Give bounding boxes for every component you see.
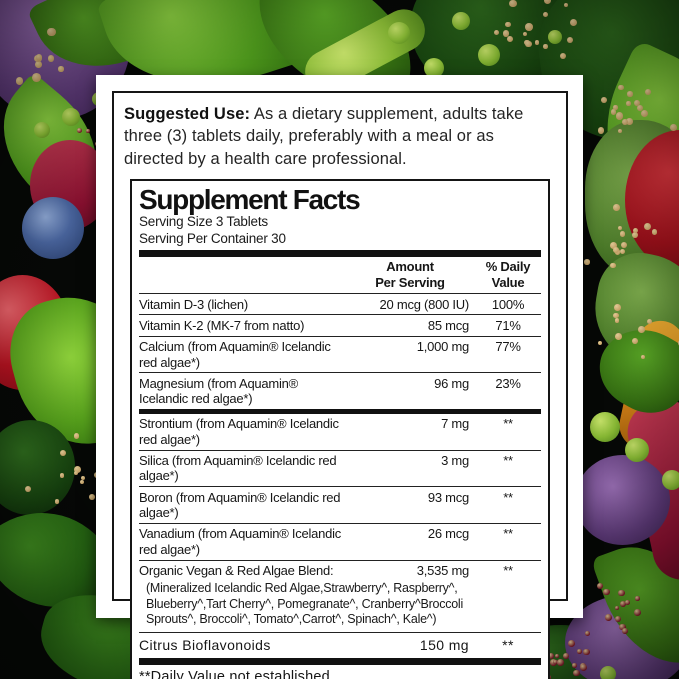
thin-divider bbox=[139, 314, 541, 316]
nutrient-daily-value: ** bbox=[502, 637, 514, 654]
thin-divider bbox=[139, 449, 541, 451]
nutrient-amount: 26 mcg bbox=[427, 526, 469, 542]
nutrient-row-calcium: Calcium (from Aquamin® Icelandic red alg… bbox=[139, 337, 541, 373]
nutrient-daily-value: 100% bbox=[491, 296, 525, 312]
nutrient-row-strontium: Strontium (from Aquamin® Icelandic red a… bbox=[139, 414, 541, 450]
nutrient-daily-value: ** bbox=[503, 453, 513, 469]
nutrient-name: Vitamin D-3 (lichen) bbox=[139, 296, 248, 312]
nutrient-row-vitamin-d3: Vitamin D-3 (lichen) 20 mcg (800 IU) 100… bbox=[139, 294, 541, 314]
nutrient-amount: 20 mcg (800 IU) bbox=[379, 296, 470, 312]
column-header-daily-value: % Daily Value bbox=[475, 259, 541, 290]
nutrient-name: Strontium (from Aquamin® Icelandic red a… bbox=[139, 416, 339, 447]
nutrient-name: Calcium (from Aquamin® Icelandic red alg… bbox=[139, 339, 331, 370]
nutrient-amount: 96 mg bbox=[434, 375, 469, 391]
label-border-box: Suggested Use: As a dietary supplement, … bbox=[112, 91, 568, 679]
nutrient-daily-value: 77% bbox=[495, 339, 521, 355]
supplement-facts-title: Supplement Facts bbox=[139, 184, 361, 216]
suggested-use-text: As a dietary supplement, adults take thr… bbox=[124, 105, 524, 168]
nutrient-amount: 3 mg bbox=[441, 453, 469, 469]
nutrient-amount: 3,535 mg bbox=[416, 563, 469, 579]
suggested-use-label: Suggested Use: bbox=[124, 105, 251, 123]
supplement-facts-panel: Supplement Facts Serving Size 3 Tablets … bbox=[130, 179, 550, 679]
nutrient-row-citrus-bioflavonoids: Citrus Bioflavonoids 150 mg ** bbox=[139, 633, 541, 658]
nutrient-row-vanadium: Vanadium (from Aquamin® Icelandic red al… bbox=[139, 524, 541, 560]
nutrient-amount: 7 mg bbox=[441, 416, 469, 432]
serving-size: Serving Size 3 Tablets bbox=[139, 214, 268, 230]
thin-divider bbox=[139, 293, 541, 295]
blend-ingredients-line: (Mineralized Icelandic Red Algae,Strawbe… bbox=[146, 580, 458, 595]
amount-header-line1: Amount bbox=[386, 259, 434, 275]
nutrient-amount: 85 mcg bbox=[427, 317, 469, 333]
thick-divider bbox=[139, 250, 541, 258]
servings-per-container: Serving Per Container 30 bbox=[139, 230, 286, 246]
medium-divider bbox=[139, 408, 541, 414]
thin-divider bbox=[139, 372, 541, 374]
thin-divider bbox=[139, 632, 541, 634]
nutrient-row-boron: Boron (from Aquamin® Icelandic red algae… bbox=[139, 487, 541, 523]
nutrient-row-vitamin-k2: Vitamin K-2 (MK-7 from natto) 85 mcg 71% bbox=[139, 315, 541, 335]
nutrient-name: Silica (from Aquamin® Icelandic red alga… bbox=[139, 453, 337, 484]
thin-divider bbox=[139, 486, 541, 488]
label-card: Suggested Use: As a dietary supplement, … bbox=[96, 75, 583, 679]
blend-ingredients-line: Blueberry^,Tart Cherry^, Pomegranate^, C… bbox=[146, 596, 463, 611]
nutrient-row-algae-blend: Organic Vegan & Red Algae Blend: 3,535 m… bbox=[139, 561, 541, 581]
blend-ingredients-line: Sprouts^, Broccoli^, Tomato^,Carrot^, Sp… bbox=[146, 612, 437, 627]
nutrient-name: Boron (from Aquamin® Icelandic red algae… bbox=[139, 489, 341, 521]
nutrient-amount: 93 mcg bbox=[427, 489, 469, 505]
amount-header-line2: Per Serving bbox=[375, 274, 445, 290]
nutrient-name: Organic Vegan & Red Algae Blend: bbox=[139, 563, 334, 579]
column-header-row: Amount Per Serving % Daily Value bbox=[139, 257, 541, 293]
nutrient-amount: 1,000 mg bbox=[416, 339, 469, 355]
nutrient-row-magnesium: Magnesium (from Aquamin® Icelandic red a… bbox=[139, 373, 541, 409]
nutrient-name: Vitamin K-2 (MK-7 from natto) bbox=[139, 317, 305, 333]
daily-value-footnote: **Daily Value not established bbox=[139, 668, 330, 679]
nutrient-daily-value: ** bbox=[503, 526, 513, 542]
nutrient-name: Magnesium (from Aquamin® Icelandic red a… bbox=[139, 375, 298, 407]
dv-header-line2: Value bbox=[491, 274, 525, 290]
nutrient-name: Vanadium (from Aquamin® Icelandic red al… bbox=[139, 526, 341, 557]
nutrient-daily-value: ** bbox=[503, 416, 513, 432]
thick-divider bbox=[139, 657, 541, 665]
nutrient-amount: 150 mg bbox=[419, 637, 469, 654]
nutrient-daily-value: 71% bbox=[495, 317, 521, 333]
column-header-amount: Amount Per Serving bbox=[351, 259, 475, 290]
nutrient-name: Citrus Bioflavonoids bbox=[139, 637, 271, 654]
suggested-use-paragraph: Suggested Use: As a dietary supplement, … bbox=[124, 103, 556, 170]
thin-divider bbox=[139, 559, 541, 561]
nutrient-row-silica: Silica (from Aquamin® Icelandic red alga… bbox=[139, 451, 541, 487]
dv-header-line1: % Daily bbox=[485, 259, 531, 275]
nutrient-daily-value: ** bbox=[503, 563, 513, 579]
thin-divider bbox=[139, 522, 541, 524]
nutrient-daily-value: ** bbox=[503, 489, 513, 505]
nutrient-daily-value: 23% bbox=[495, 375, 521, 391]
thin-divider bbox=[139, 335, 541, 337]
